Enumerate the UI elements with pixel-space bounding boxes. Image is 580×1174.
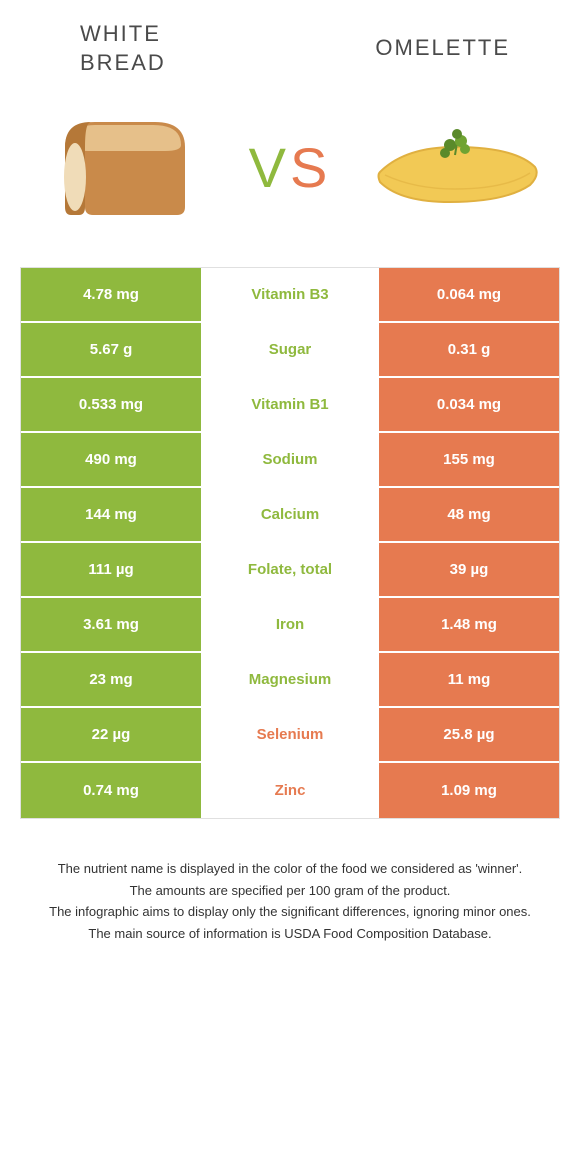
vs-label: VS bbox=[249, 135, 332, 200]
footnote-line: The nutrient name is displayed in the co… bbox=[40, 859, 540, 879]
cell-nutrient: Vitamin B3 bbox=[201, 268, 379, 321]
bread-icon bbox=[45, 107, 205, 227]
cell-nutrient: Iron bbox=[201, 598, 379, 651]
table-row: 111 µgFolate, total39 µg bbox=[21, 543, 559, 598]
cell-nutrient: Magnesium bbox=[201, 653, 379, 706]
cell-left: 0.74 mg bbox=[21, 763, 201, 818]
table-row: 4.78 mgVitamin B30.064 mg bbox=[21, 268, 559, 323]
omelette-image bbox=[360, 97, 550, 237]
table-row: 23 mgMagnesium11 mg bbox=[21, 653, 559, 708]
footnote-line: The main source of information is USDA F… bbox=[40, 924, 540, 944]
title-right: OMELETTE bbox=[295, 20, 520, 77]
cell-right: 25.8 µg bbox=[379, 708, 559, 761]
images-row: VS bbox=[0, 87, 580, 267]
parsley-icon bbox=[440, 129, 470, 158]
omelette-icon bbox=[365, 117, 545, 217]
cell-nutrient: Sodium bbox=[201, 433, 379, 486]
cell-nutrient: Sugar bbox=[201, 323, 379, 376]
vs-s: S bbox=[290, 136, 331, 199]
cell-left: 490 mg bbox=[21, 433, 201, 486]
cell-right: 155 mg bbox=[379, 433, 559, 486]
cell-left: 144 mg bbox=[21, 488, 201, 541]
cell-left: 23 mg bbox=[21, 653, 201, 706]
cell-nutrient: Selenium bbox=[201, 708, 379, 761]
cell-left: 5.67 g bbox=[21, 323, 201, 376]
cell-left: 0.533 mg bbox=[21, 378, 201, 431]
cell-right: 0.31 g bbox=[379, 323, 559, 376]
cell-left: 22 µg bbox=[21, 708, 201, 761]
cell-right: 0.064 mg bbox=[379, 268, 559, 321]
footnote-line: The amounts are specified per 100 gram o… bbox=[40, 881, 540, 901]
cell-nutrient: Vitamin B1 bbox=[201, 378, 379, 431]
table-row: 144 mgCalcium48 mg bbox=[21, 488, 559, 543]
cell-left: 3.61 mg bbox=[21, 598, 201, 651]
title-left: WHITEBREAD bbox=[60, 20, 295, 77]
cell-right: 11 mg bbox=[379, 653, 559, 706]
table-row: 3.61 mgIron1.48 mg bbox=[21, 598, 559, 653]
cell-nutrient: Calcium bbox=[201, 488, 379, 541]
table-row: 490 mgSodium155 mg bbox=[21, 433, 559, 488]
cell-nutrient: Folate, total bbox=[201, 543, 379, 596]
footnotes: The nutrient name is displayed in the co… bbox=[0, 819, 580, 965]
table-row: 0.74 mgZinc1.09 mg bbox=[21, 763, 559, 818]
comparison-table: 4.78 mgVitamin B30.064 mg5.67 gSugar0.31… bbox=[20, 267, 560, 819]
cell-left: 111 µg bbox=[21, 543, 201, 596]
cell-nutrient: Zinc bbox=[201, 763, 379, 818]
vs-v: V bbox=[249, 136, 290, 199]
table-row: 22 µgSelenium25.8 µg bbox=[21, 708, 559, 763]
cell-right: 48 mg bbox=[379, 488, 559, 541]
table-row: 5.67 gSugar0.31 g bbox=[21, 323, 559, 378]
footnote-line: The infographic aims to display only the… bbox=[40, 902, 540, 922]
cell-right: 1.48 mg bbox=[379, 598, 559, 651]
cell-right: 1.09 mg bbox=[379, 763, 559, 818]
cell-left: 4.78 mg bbox=[21, 268, 201, 321]
header: WHITEBREAD OMELETTE bbox=[0, 0, 580, 87]
bread-image bbox=[30, 97, 220, 237]
cell-right: 0.034 mg bbox=[379, 378, 559, 431]
cell-right: 39 µg bbox=[379, 543, 559, 596]
table-row: 0.533 mgVitamin B10.034 mg bbox=[21, 378, 559, 433]
